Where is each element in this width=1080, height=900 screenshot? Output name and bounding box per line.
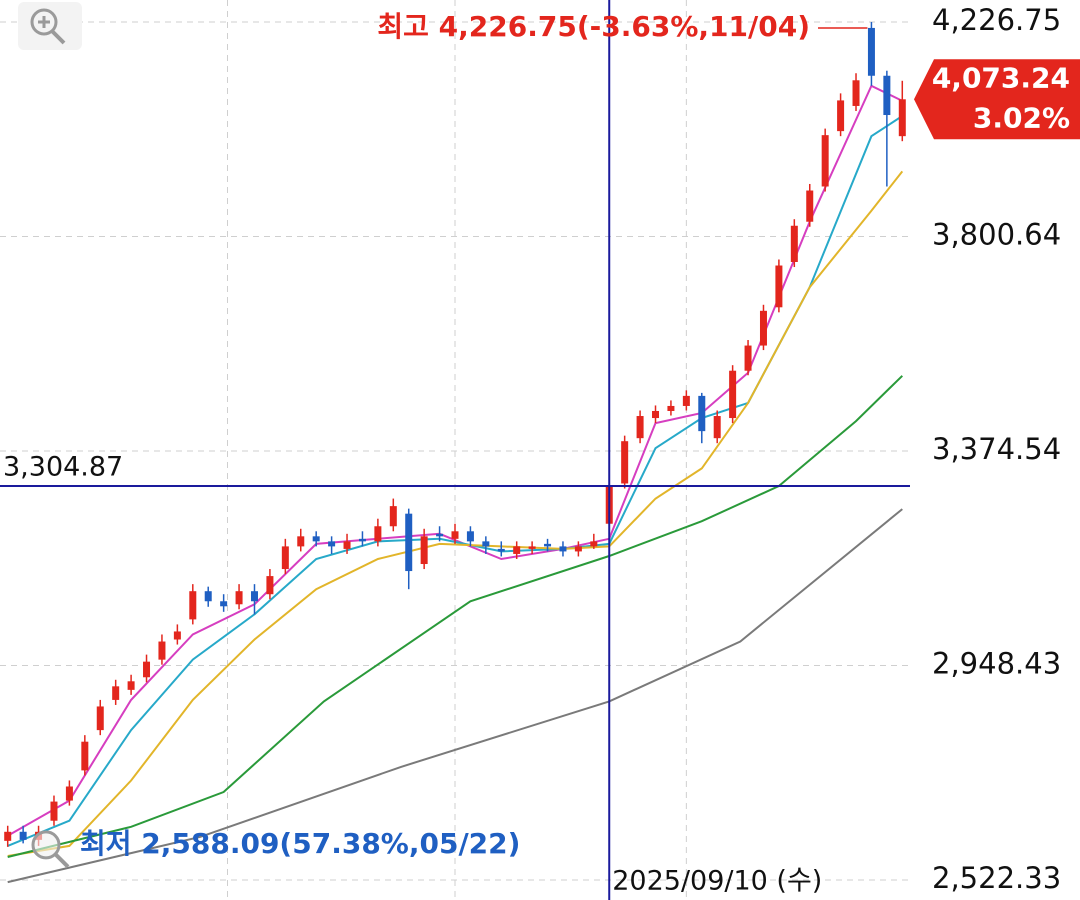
candle-body (158, 641, 166, 660)
candle-body (744, 345, 752, 371)
candle-body (127, 681, 135, 690)
candle-body (652, 410, 660, 419)
y-tick-label: 4,226.75 (932, 3, 1061, 37)
zoom-out-icon (31, 830, 70, 869)
candle-body (713, 416, 721, 439)
candle-body (775, 265, 783, 308)
crosshair-y-label: 3,304.87 (3, 452, 123, 483)
candle-body (436, 533, 444, 537)
candle-body (374, 526, 382, 542)
candle-body (729, 370, 737, 419)
candle-body (821, 135, 829, 187)
zoom-in-handle[interactable] (50, 29, 66, 45)
candle-body (328, 541, 336, 547)
zoom-out-lens (31, 830, 61, 860)
candle-body (81, 741, 89, 771)
candle-body (513, 546, 521, 554)
moving-average-line (7, 375, 903, 858)
moving-average-line (7, 84, 903, 837)
high-annotation: 최고 4,226.75(-3.63%,11/04) (377, 10, 810, 43)
candle-body (281, 546, 289, 570)
candle-body (528, 546, 536, 549)
candle-body (235, 591, 243, 605)
candle-body (112, 686, 120, 700)
candle-body (883, 75, 891, 116)
candle-body (574, 546, 582, 552)
candle-body (898, 99, 906, 137)
zoom-in-lens[interactable] (30, 8, 58, 36)
candle-body (96, 706, 104, 731)
candle-body (266, 576, 274, 595)
candle-body (466, 531, 474, 542)
candle-body (590, 541, 598, 547)
candle-body (544, 543, 552, 547)
y-tick-label: 3,374.54 (932, 432, 1061, 466)
candle-body (806, 190, 814, 222)
moving-average-line (7, 508, 903, 884)
last-price-label: 4,073.24 (932, 61, 1070, 94)
candle-body (837, 100, 845, 132)
y-tick-label: 2,522.33 (932, 861, 1061, 895)
candle-body (220, 601, 228, 607)
candle-body (759, 310, 767, 346)
candle-body (143, 661, 151, 678)
candle-body (636, 416, 644, 439)
candle-body (405, 513, 413, 572)
candle-body (389, 506, 397, 527)
candle-body (852, 80, 860, 106)
candle-body (559, 546, 567, 552)
candle-body (698, 395, 706, 432)
zoom-in-button[interactable] (18, 2, 82, 50)
candle-body (4, 831, 12, 841)
candle-body (497, 548, 505, 552)
candle-body (297, 536, 305, 547)
y-tick-label: 2,948.43 (932, 646, 1061, 680)
zoom-out-handle (53, 852, 70, 869)
candle-body (312, 536, 320, 542)
candle-body (682, 395, 690, 406)
candle-body (621, 441, 629, 484)
candle-body (451, 531, 459, 539)
y-tick-label: 3,800.64 (932, 218, 1061, 252)
candle-body (343, 541, 351, 549)
candle-body (250, 591, 258, 602)
candle-body (420, 536, 428, 565)
zoom-in-bg[interactable] (18, 2, 82, 50)
crosshair-x-label: 2025/09/10 (수) (612, 866, 822, 897)
candle-body (790, 225, 798, 262)
candle-body (65, 786, 73, 801)
candle-body (867, 27, 875, 76)
candle-body (189, 591, 197, 620)
low-annotation: 최저 2,588.09(57.38%,05/22) (80, 827, 520, 860)
candle-body (482, 541, 490, 547)
last-price-tag (914, 59, 1080, 140)
candle-body (50, 801, 58, 821)
candle-body (667, 405, 675, 411)
candle-body (204, 591, 212, 602)
candle-body (19, 831, 27, 840)
last-price-change: 3.02% (973, 101, 1070, 134)
candle-body (173, 631, 181, 640)
candle-body (358, 538, 366, 542)
